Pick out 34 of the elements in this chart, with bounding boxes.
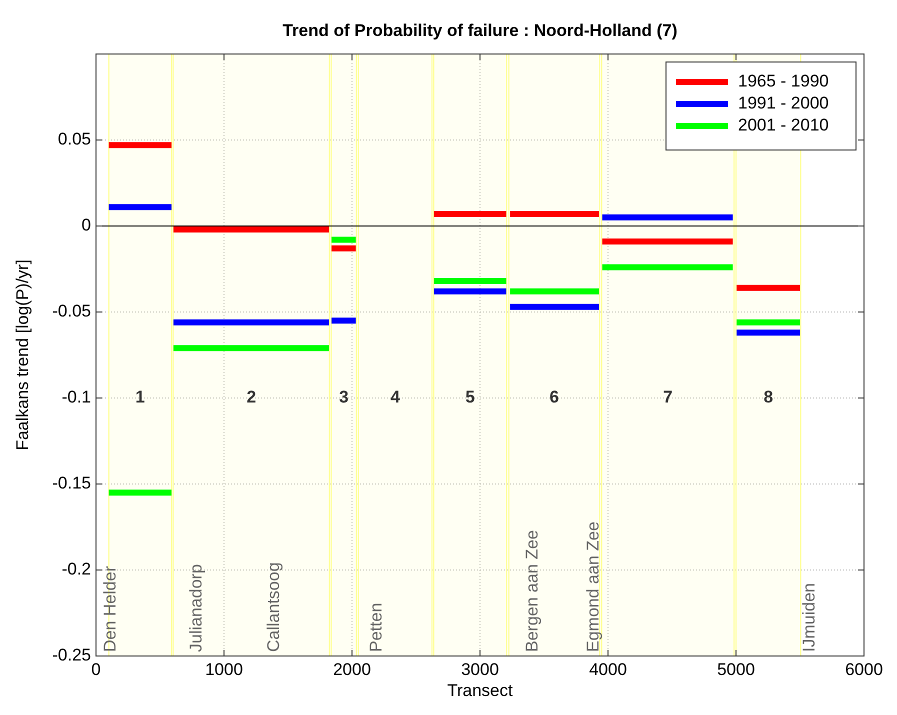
legend-label: 2001 - 2010 [738, 115, 829, 134]
band-label: 3 [339, 387, 349, 406]
y-tick-label: -0.1 [62, 387, 91, 406]
annotation: Julianadorp [186, 564, 206, 652]
x-tick-label: 6000 [845, 660, 883, 679]
y-tick-label: 0 [82, 215, 91, 234]
legend-label: 1991 - 2000 [738, 93, 829, 112]
y-tick-label: 0.05 [58, 129, 91, 148]
band-label: 2 [246, 387, 256, 406]
band-label: 7 [663, 387, 673, 406]
annotation: IJmuiden [800, 583, 819, 652]
annotation: Egmond aan Zee [584, 522, 603, 652]
annotation: Bergen aan Zee [522, 530, 542, 652]
band-label: 4 [390, 387, 400, 406]
y-tick-label: -0.15 [52, 473, 91, 492]
chart-title: Trend of Probability of failure : Noord-Holland (7) [282, 21, 678, 40]
annotation: Callantsoog [264, 562, 284, 652]
annotation: Den Helder [100, 566, 120, 652]
y-tick-label: -0.05 [52, 301, 91, 320]
y-axis-title: Faalkans trend [log(P)/yr] [13, 260, 32, 450]
band-label: 6 [550, 387, 559, 406]
band-label: 1 [135, 387, 145, 406]
x-tick-label: 5000 [717, 660, 755, 679]
y-tick-label: -0.25 [52, 645, 91, 664]
x-tick-label: 4000 [589, 660, 627, 679]
band-label: 5 [465, 387, 475, 406]
band-label: 8 [764, 387, 774, 406]
annotation: Petten [366, 602, 386, 652]
y-tick-label: -0.2 [62, 559, 91, 578]
legend-label: 1965 - 1990 [738, 71, 829, 90]
x-tick-label: 1000 [205, 660, 243, 679]
x-tick-label: 3000 [461, 660, 499, 679]
x-tick-label: 2000 [333, 660, 371, 679]
x-axis-title: Transect [447, 681, 514, 700]
